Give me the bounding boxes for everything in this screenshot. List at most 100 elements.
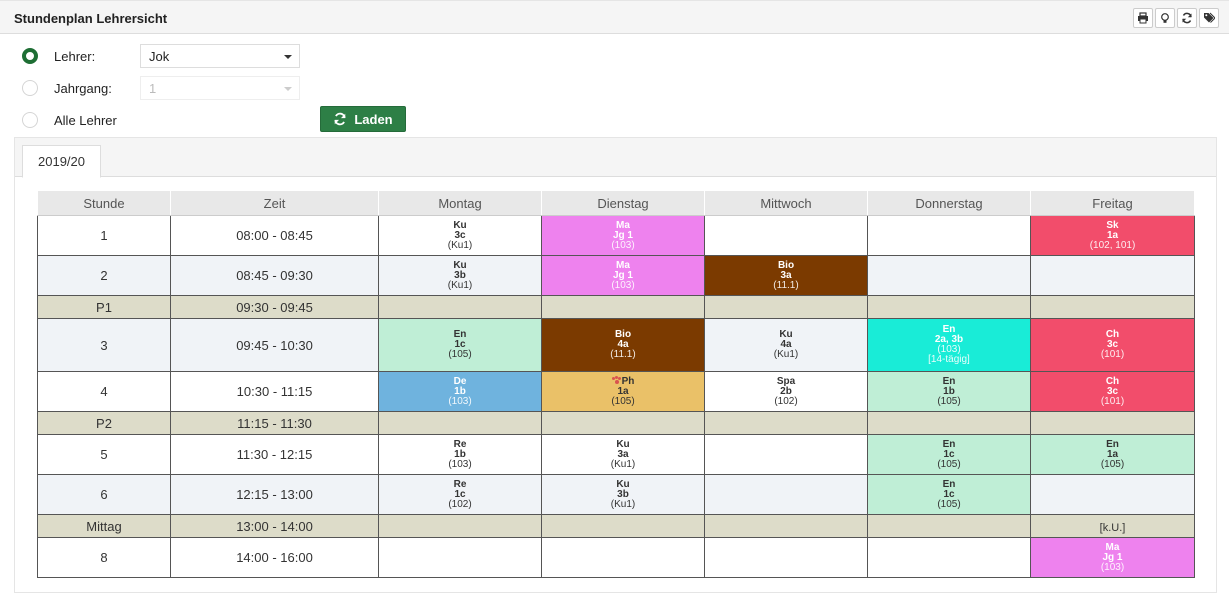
lesson-cell[interactable]: Spa 2b (102) [704,371,868,412]
teacher-select[interactable]: Jok [140,44,300,68]
lesson-cell[interactable]: Ch 3c (101) [1030,318,1195,372]
lesson-subject: Re [379,439,541,450]
lesson-cell[interactable]: Ma Jg 1 (103) [541,255,705,296]
lesson-cell [541,514,705,538]
lesson-subject-text: Sk [1106,219,1119,231]
lesson-cell[interactable]: Ku 3a (Ku1) [541,434,705,475]
lesson-class: 4a [780,339,792,350]
lightbulb-button[interactable] [1155,8,1175,28]
lesson-class: 1a [617,386,629,397]
teacher-filter-row: Lehrer: [22,44,95,68]
refresh-button[interactable] [1177,8,1197,28]
refresh-icon [1182,12,1192,24]
lesson-note: [k.U.] [1099,521,1126,534]
lesson-room: (105) [937,458,961,470]
lesson-class: 1b [454,448,466,460]
lesson-cell [378,514,542,538]
lesson-subject: Ku [379,220,541,231]
lesson-subject-text: Ph [621,376,635,387]
column-header: Zeit [170,190,379,216]
lesson-cell[interactable]: En 1a (105) [1030,434,1195,475]
table-row: 6 12:15 - 13:00 Re 1c (102) Ku 3b (Ku1) En 1c (105… [37,474,1195,515]
lesson-room: (105) [1100,458,1125,470]
time-cell: 11:30 - 12:15 [170,434,379,475]
lesson-cell[interactable]: Re 1c (102) [378,474,542,515]
lesson-cell[interactable]: De 1b (103) [378,371,542,412]
column-header: Stunde [37,190,171,216]
teacher-radio[interactable] [22,48,38,64]
period-cell: 3 [37,318,171,372]
lesson-cell[interactable]: En 1b (105) [867,371,1031,412]
timetable-header-row: Stunde Zeit Montag Dienstag Mittwoch Donnerst… [37,190,1195,216]
time-cell: 08:00 - 08:45 [170,215,379,256]
lesson-entry: Ch 3c (101) [1031,376,1194,407]
lesson-subject: Bio [705,259,867,271]
lesson-subject: Spa [705,376,867,387]
lesson-cell[interactable]: Bio 3a (11.1) [704,255,868,296]
lesson-subject-text: Ku [616,438,630,450]
lesson-class: 2a, 3b [934,334,964,345]
lesson-entry: Ku 3c (Ku1) [379,220,541,251]
lesson-room: (103) [1100,561,1125,573]
lesson-entry: En 1a (105) [1031,439,1194,470]
lesson-entry: Ma Jg 1 (103) [542,219,704,251]
print-button[interactable] [1133,8,1153,28]
lesson-room: (102) [448,498,472,510]
lesson-cell[interactable]: Ch 3c (101) [1030,371,1195,412]
lesson-cell[interactable]: [k.U.] [1030,514,1195,538]
lesson-class: 4a [617,339,629,350]
table-row: 1 08:00 - 08:45 Ku 3c (Ku1) Ma Jg 1 (103) Sk 1a (1… [37,215,1195,256]
load-button[interactable]: Laden [320,106,406,132]
period-cell: 1 [37,215,171,256]
lesson-cell[interactable]: Ku 4a (Ku1) [704,318,868,372]
period-cell: Mittag [37,514,171,538]
chevron-down-icon [284,55,292,59]
lesson-room: (Ku1) [447,279,473,291]
chevron-down-icon [284,87,292,91]
lesson-subject-text: En [453,329,467,340]
lesson-cell[interactable]: Bio 4a (11.1) [541,318,705,372]
lesson-cell[interactable]: Ku 3b (Ku1) [541,474,705,515]
lesson-room: (101) [1100,349,1125,360]
lesson-cell[interactable]: En 1c (105) [867,474,1031,515]
lesson-cell[interactable]: Re 1b (103) [378,434,542,475]
lesson-subject-text: En [942,438,956,450]
lesson-class: 3b [617,488,629,500]
lesson-subject-text: En [942,478,956,490]
lesson-subject-text: Bio [777,259,795,271]
page-header: Stundenplan Lehrersicht [0,0,1229,34]
lesson-subject: Ch [1031,376,1194,387]
lesson-room: (103) [611,239,635,251]
lesson-entry: Ku 3a (Ku1) [542,438,704,470]
lesson-cell[interactable]: Ph 1a (105) [541,371,705,412]
lesson-room: (105) [937,498,961,510]
lesson-entry: En 1c (105) [868,438,1030,470]
lesson-cell [867,255,1031,296]
all-teachers-radio[interactable] [22,112,38,128]
lesson-cell[interactable]: Ma Jg 1 (103) [1030,537,1195,578]
period-cell: P1 [37,295,171,319]
lesson-cell[interactable]: Ku 3c (Ku1) [378,215,542,256]
lesson-subject: En [868,438,1030,450]
column-header: Freitag [1030,190,1195,216]
lesson-cell[interactable]: En 1c (105) [867,434,1031,475]
lesson-cell [1030,295,1195,319]
year-select[interactable]: 1 [140,76,300,100]
lesson-cell[interactable]: Ma Jg 1 (103) [541,215,705,256]
lesson-note: [14-tägig] [928,354,970,365]
tags-button[interactable] [1199,8,1219,28]
lesson-subject-text: Ma [616,219,630,231]
year-label: Jahrgang: [54,80,112,96]
year-radio[interactable] [22,80,38,96]
lesson-cell[interactable]: Ku 3b (Ku1) [378,255,542,296]
lesson-room: (103) [448,395,472,407]
tab-2019-20[interactable]: 2019/20 [22,145,101,178]
lesson-class: Jg 1 [612,229,633,241]
lesson-subject: Ma [1031,542,1194,553]
lesson-cell [378,411,542,435]
lesson-cell[interactable]: Sk 1a (102, 101) [1030,215,1195,256]
time-cell: 08:45 - 09:30 [170,255,379,296]
lesson-cell[interactable]: En 1c (105) [378,318,542,372]
lesson-entry: Spa 2b (102) [705,376,867,407]
lesson-cell[interactable]: En 2a, 3b (103) [14-tägig] [867,318,1031,372]
